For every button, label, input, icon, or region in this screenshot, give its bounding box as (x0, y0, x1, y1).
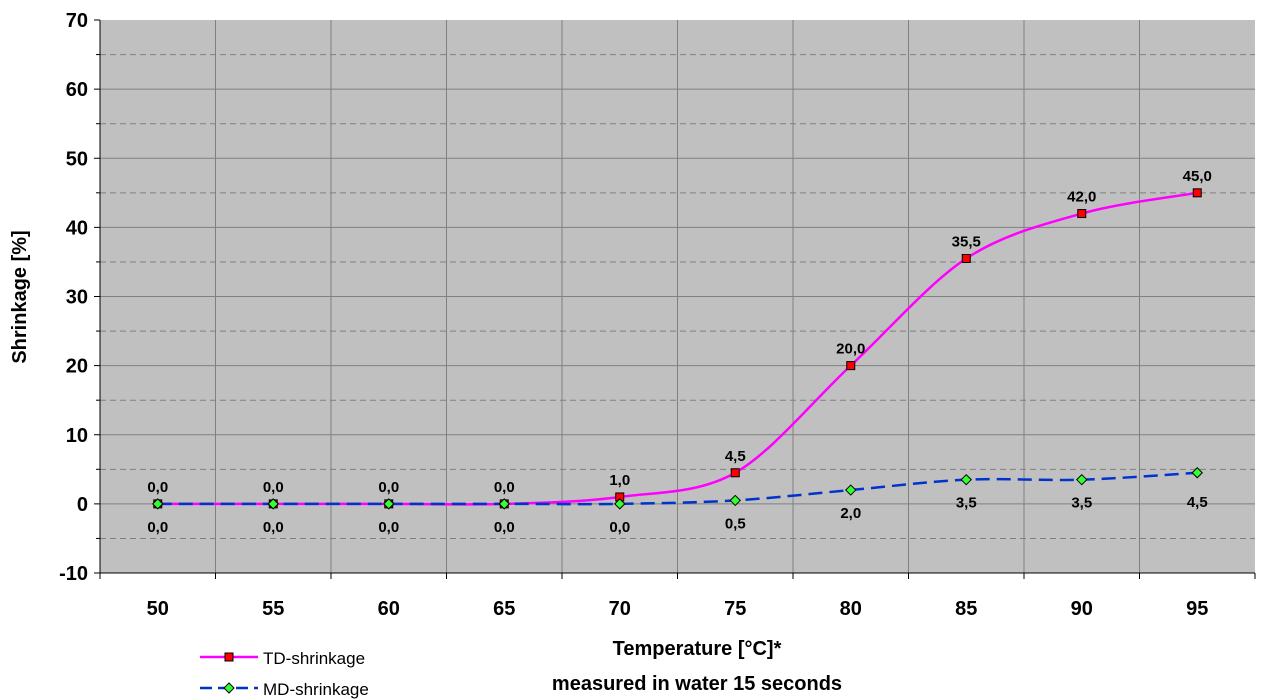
legend-md-marker (223, 682, 235, 694)
td-data-label: 0,0 (147, 479, 168, 496)
md-point (383, 498, 395, 510)
md-data-label: 0,0 (147, 519, 168, 536)
series-markers (152, 188, 1203, 510)
y-tick-label: 30 (66, 287, 88, 309)
legend-item-td: TD-shrinkage (200, 649, 365, 668)
y-tick-label: 70 (66, 10, 88, 32)
td-data-label: 35,5 (952, 233, 981, 250)
md-point (845, 484, 857, 496)
td-point (1192, 188, 1202, 198)
md-data-label: 0,0 (494, 519, 515, 536)
series-line-md (157, 471, 1198, 506)
td-point (730, 468, 740, 478)
y-tick-labels: -10 0 10 20 30 40 50 60 70 (59, 10, 88, 585)
md-data-label: 3,5 (956, 495, 977, 512)
x-axis-title: Temperature [°C]* (613, 638, 782, 660)
md-point (729, 494, 741, 507)
md-point (267, 498, 279, 510)
y-tick-label: 0 (77, 494, 88, 516)
x-tick-label: 85 (955, 598, 977, 620)
x-tick-label: 95 (1186, 598, 1208, 620)
series-line-td (157, 191, 1198, 506)
y-axis-title: Shrinkage [%] (9, 230, 31, 363)
legend-item-md: MD-shrinkage (200, 680, 369, 699)
td-data-label: 42,0 (1067, 189, 1096, 206)
legend-md-label: MD-shrinkage (263, 680, 369, 699)
legend-td-label: TD-shrinkage (263, 649, 365, 668)
md-point (1076, 473, 1088, 486)
x-tick-label: 90 (1071, 598, 1093, 620)
y-tick-label: 40 (66, 217, 88, 239)
x-axis-note: measured in water 15 seconds (552, 673, 842, 695)
md-point (498, 498, 510, 510)
md-point (614, 498, 626, 510)
x-tick-label: 70 (609, 598, 631, 620)
td-data-label: 45,0 (1183, 168, 1212, 185)
md-point (1191, 467, 1203, 479)
data-labels: 0,0 0,0 0,0 0,0 1,0 4,5 20,0 35,5 42,0 45,0 0,0 0,0… (147, 168, 1212, 536)
td-data-label: 1,0 (609, 472, 630, 489)
md-data-label: 3,5 (1071, 495, 1092, 512)
x-tick-labels: 50 55 60 65 70 75 80 85 90 95 (147, 598, 1209, 620)
td-point (961, 253, 971, 263)
x-tick-label: 65 (493, 598, 515, 620)
td-data-label: 4,5 (725, 448, 746, 465)
x-tick-label: 80 (840, 598, 862, 620)
x-tick-label: 50 (147, 598, 169, 620)
series-lines (157, 191, 1198, 506)
md-data-label: 0,0 (609, 519, 630, 536)
md-data-label: 0,5 (725, 515, 746, 532)
y-tick-label: 20 (66, 356, 88, 378)
y-tick-label: 60 (66, 79, 88, 101)
legend: TD-shrinkage MD-shrinkage (200, 649, 369, 699)
md-point (960, 473, 972, 486)
legend-td-marker (224, 652, 234, 662)
md-point (152, 498, 164, 510)
md-data-label: 2,0 (840, 505, 861, 522)
x-tick-label: 75 (724, 598, 746, 620)
md-data-label: 0,0 (263, 519, 284, 536)
td-data-label: 0,0 (378, 479, 399, 496)
td-data-label: 0,0 (263, 479, 284, 496)
td-point (846, 361, 856, 371)
td-point (1077, 209, 1087, 219)
y-tick-label: -10 (59, 563, 88, 585)
x-tick-label: 55 (262, 598, 284, 620)
y-tick-label: 10 (66, 425, 88, 447)
axes (94, 19, 1256, 579)
td-data-label: 0,0 (494, 479, 515, 496)
md-data-label: 0,0 (378, 519, 399, 536)
y-tick-label: 50 (66, 148, 88, 170)
x-tick-label: 60 (378, 598, 400, 620)
md-data-label: 4,5 (1187, 494, 1208, 511)
td-data-label: 20,0 (836, 341, 865, 358)
